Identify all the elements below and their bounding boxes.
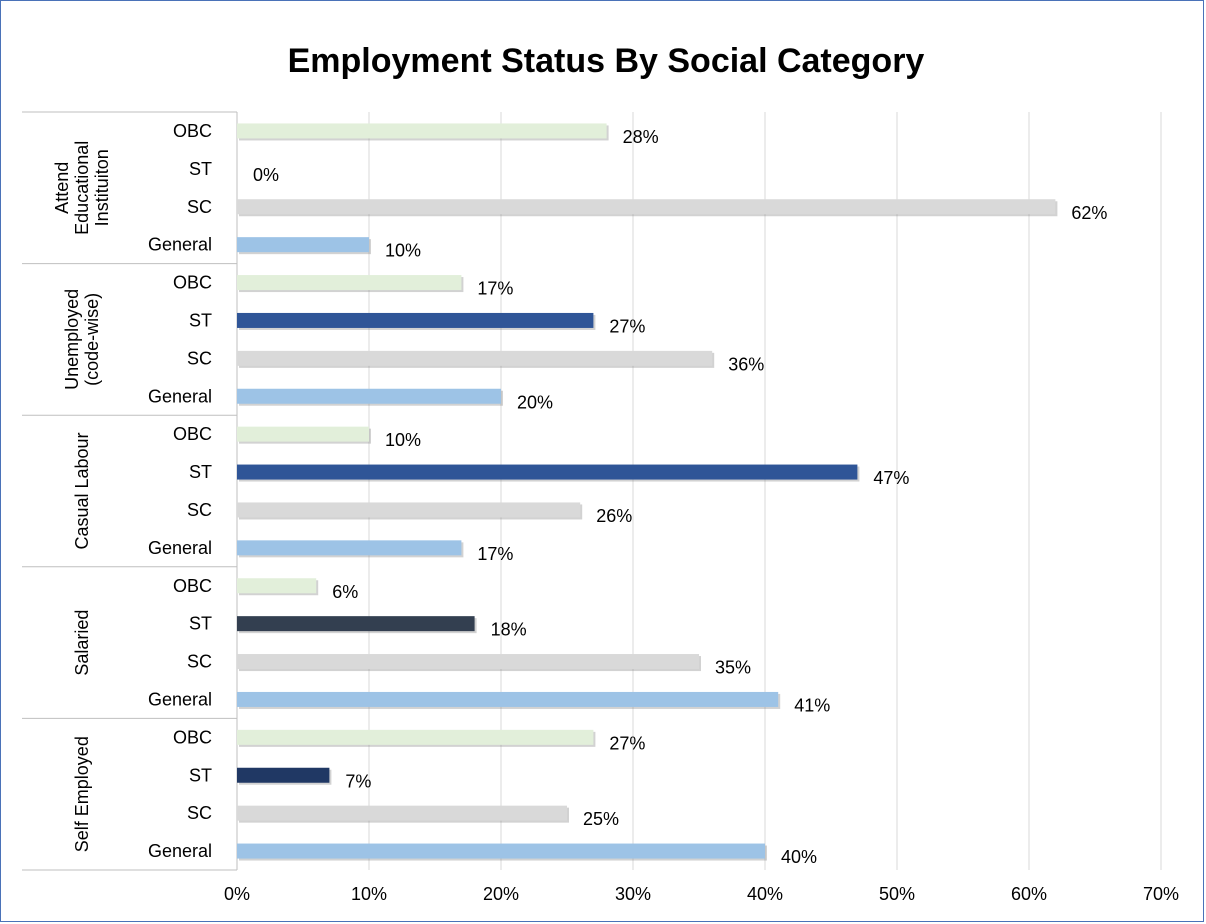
bar-general [237, 540, 462, 556]
group-label-line: Salaried [72, 610, 92, 676]
x-tick-label: 60% [1011, 884, 1047, 904]
x-tick-label: 40% [747, 884, 783, 904]
bar-obc [237, 123, 607, 139]
data-label: 40% [781, 847, 817, 867]
data-label: 35% [715, 658, 751, 678]
bar-sc [237, 350, 713, 366]
bar-st [237, 616, 475, 632]
group-label: Casual Labour [72, 432, 92, 549]
bar-obc [237, 578, 317, 594]
data-label: 20% [517, 392, 553, 412]
category-label: General [148, 386, 212, 406]
group-label-line: Instituiton [92, 149, 112, 226]
x-tick-label: 30% [615, 884, 651, 904]
category-label: ST [189, 614, 212, 634]
bar-st [237, 464, 858, 480]
category-label: General [148, 689, 212, 709]
data-label: 18% [491, 620, 527, 640]
group-label-line: Unemployed [62, 289, 82, 390]
data-label: 17% [477, 544, 513, 564]
group-label-line: Self Employed [72, 736, 92, 852]
category-label: SC [187, 803, 212, 823]
group-label: Unemployed(code-wise) [62, 289, 102, 390]
category-label: SC [187, 348, 212, 368]
bar-sc [237, 654, 699, 670]
category-label: ST [189, 462, 212, 482]
category-axis: OBC ST SC General AttendEducationalInstituit… [22, 111, 238, 871]
data-label: 28% [623, 127, 659, 147]
x-tick-label: 0% [224, 884, 250, 904]
bar-obc [237, 275, 462, 291]
data-label: 41% [794, 695, 830, 715]
bar-general [237, 388, 501, 404]
category-label: SC [187, 197, 212, 217]
bar-obc [237, 729, 594, 745]
data-labels: 28% 0% 62% 10% 17% 27% 36% 20% 10% 47% 26% 17% 6% 18%… [253, 127, 1107, 867]
category-label: ST [189, 765, 212, 785]
group-label: Self Employed [72, 736, 92, 852]
bar-general [237, 843, 765, 859]
category-label: General [148, 841, 212, 861]
x-tick-label: 20% [483, 884, 519, 904]
data-label: 10% [385, 430, 421, 450]
category-label: OBC [173, 273, 212, 293]
x-tick-label: 50% [879, 884, 915, 904]
x-tick-label: 10% [351, 884, 387, 904]
data-label: 47% [873, 468, 909, 488]
category-label: ST [189, 159, 212, 179]
data-label: 0% [253, 165, 279, 185]
group-label-line: Casual Labour [72, 432, 92, 549]
category-label: General [148, 538, 212, 558]
category-label: OBC [173, 576, 212, 596]
data-label: 27% [609, 316, 645, 336]
data-label: 6% [332, 582, 358, 602]
bar-st [237, 312, 594, 328]
bar-sc [237, 805, 567, 821]
category-label: SC [187, 500, 212, 520]
group-label-line: (code-wise) [82, 293, 102, 386]
bar-obc [237, 426, 369, 442]
bar-sc [237, 502, 581, 518]
group-label: Salaried [72, 610, 92, 676]
data-label: 17% [477, 279, 513, 299]
group-label-line: Educational [72, 141, 92, 235]
data-label: 26% [596, 506, 632, 526]
data-label: 25% [583, 809, 619, 829]
bar-general [237, 691, 779, 707]
bar-general [237, 237, 369, 253]
data-label: 36% [728, 354, 764, 374]
bars [237, 123, 1058, 861]
category-label: General [148, 235, 212, 255]
category-label: ST [189, 310, 212, 330]
gridlines [368, 112, 1162, 870]
bar-st [237, 767, 330, 783]
data-label: 62% [1071, 203, 1107, 223]
category-label: OBC [173, 727, 212, 747]
category-label: OBC [173, 424, 212, 444]
data-label: 7% [345, 771, 371, 791]
data-label: 10% [385, 241, 421, 261]
chart-title: Employment Status By Social Category [288, 42, 925, 80]
x-axis-ticks: 0% 10% 20% 30% 40% 50% 60% 70% [224, 884, 1179, 904]
x-tick-label: 70% [1143, 884, 1179, 904]
group-label: AttendEducationalInstituiton [52, 141, 112, 235]
category-label: SC [187, 652, 212, 672]
group-label-line: Attend [52, 162, 72, 214]
bar-sc [237, 199, 1056, 215]
data-label: 27% [609, 733, 645, 753]
category-label: OBC [173, 121, 212, 141]
